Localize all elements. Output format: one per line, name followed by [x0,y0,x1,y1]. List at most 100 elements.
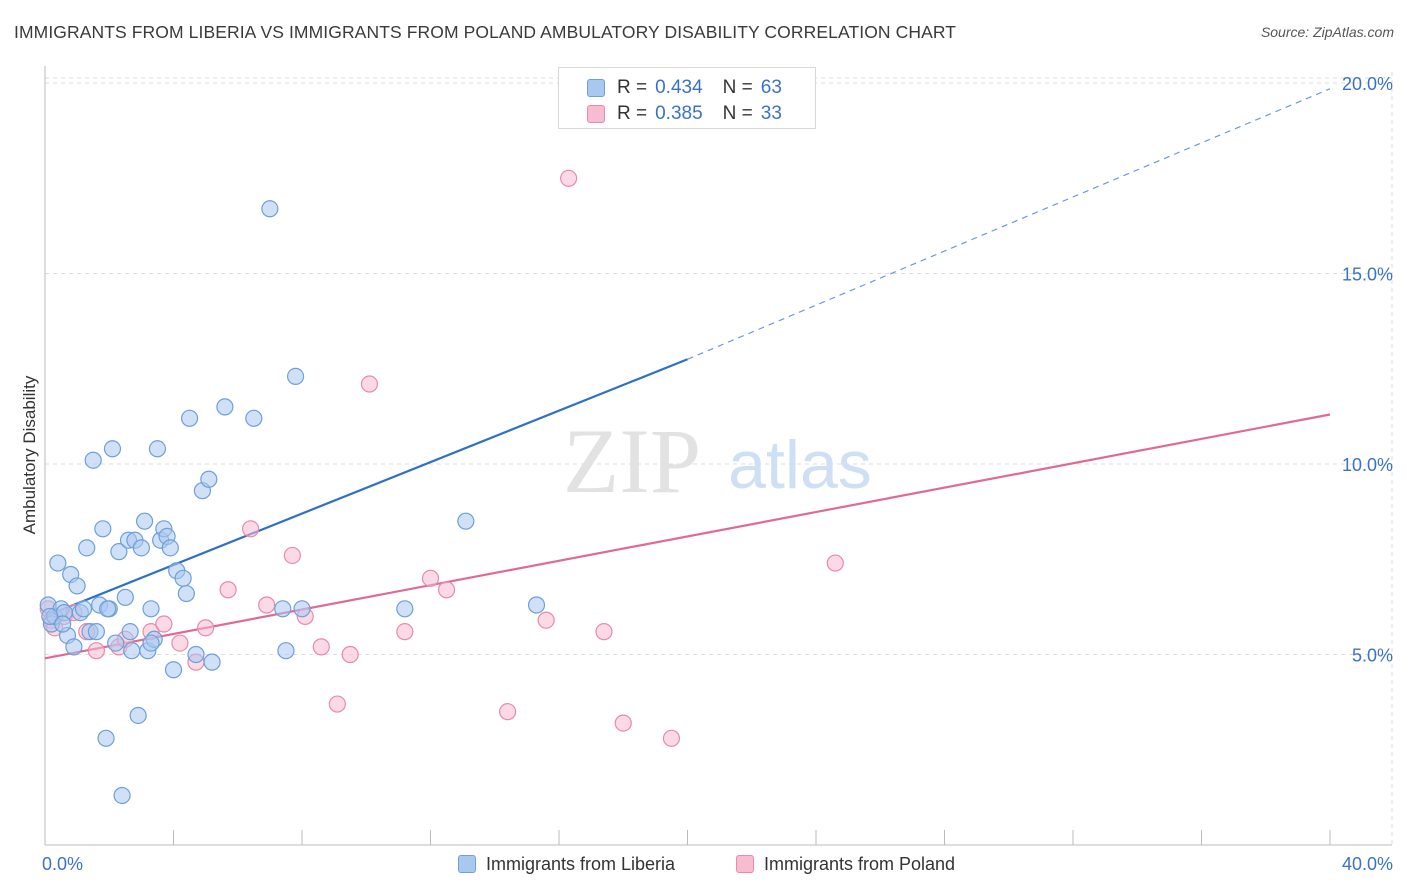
liberia-point [174,569,192,587]
poland-point [595,623,613,641]
source-label: Source: ZipAtlas.com [1260,24,1394,40]
liberia-point [103,440,122,458]
liberia-point [74,600,93,618]
liberia-point [68,577,86,595]
watermark: ZIP atlas [563,410,872,512]
liberia-point [216,398,234,416]
liberia-point [84,451,102,469]
x-tick-label: 40.0% [1342,854,1393,874]
liberia-point [142,600,160,618]
grid-lines [45,72,1393,845]
poland-point [312,638,330,656]
poland-point [219,581,237,599]
liberia-swatch [587,79,605,97]
poland-trend-line [44,413,1331,660]
liberia-point [203,653,221,671]
liberia-point [527,596,546,614]
poland-point [396,623,414,641]
liberia-point [161,539,179,557]
y-tick-label: 20.0% [1342,74,1393,94]
liberia-legend-swatch [458,855,476,873]
poland-point [155,615,173,633]
poland-point [328,695,346,713]
poland-point [258,596,276,614]
liberia-point [113,786,131,805]
r-value: 0.434 [655,77,703,98]
liberia-point [107,634,125,652]
legend-item-poland: Immigrants from Poland [736,851,955,877]
liberia-point [65,638,83,656]
y-tick-label: 10.0% [1342,455,1393,475]
poland-point [197,619,215,637]
liberia-point [123,642,141,660]
poland-point [87,642,106,660]
legend-label-liberia: Immigrants from Liberia [486,853,676,874]
y-axis-title: Ambulatory Disability [20,375,39,534]
liberia-point [187,645,205,664]
poland-point [171,634,189,652]
liberia-point [274,600,292,618]
poland-swatch [587,105,605,123]
liberia-point [121,623,139,641]
liberia-point [277,642,295,660]
x-tick-label: 0.0% [42,854,83,874]
chart-title: IMMIGRANTS FROM LIBERIA VS IMMIGRANTS FR… [14,22,957,42]
liberia-point [110,543,128,561]
liberia-point [94,520,112,538]
poland-point [826,554,844,572]
axes [44,66,1392,846]
liberia-point [148,440,167,458]
poland-point [499,703,517,721]
n-value: 63 [760,77,782,98]
poland-point [360,375,379,393]
liberia-point [286,367,305,385]
liberia-points [39,200,546,805]
liberia-trend-line [44,358,688,618]
liberia-point [41,607,59,626]
r-value: 0.385 [655,103,703,124]
liberia-point [457,512,475,530]
liberia-point [135,512,154,530]
tick-labels: 5.0% 10.0% 15.0% 20.0% 0.0% 40.0% [42,74,1393,874]
liberia-point [245,409,263,427]
liberia-trend-extrapolation [687,88,1331,360]
n-value: 33 [760,103,782,124]
liberia-point [261,200,279,218]
legend-item-liberia: Immigrants from Liberia [458,851,675,877]
trend-lines [44,88,1331,660]
liberia-point [180,409,199,427]
poland-point [662,729,681,747]
liberia-point [129,706,147,725]
liberia-point [164,661,183,679]
liberia-point [177,584,195,603]
liberia-point [78,539,96,557]
liberia-point [293,600,311,618]
n-label: N = [722,77,753,98]
liberia-point [132,539,150,557]
poland-point [614,714,632,732]
y-tick-label: 15.0% [1342,265,1393,285]
poland-point [437,581,456,599]
watermark-atlas: atlas [728,427,872,503]
watermark-zip: ZIP [563,410,701,512]
liberia-point [49,554,67,572]
stats-row-poland: R = 0.385 N = 33 [587,102,782,126]
liberia-point [396,600,414,618]
liberia-point [87,623,106,641]
stats-row-liberia: R = 0.434 N = 63 [587,76,782,100]
poland-point [560,169,578,187]
liberia-point [142,634,160,652]
liberia-point [99,600,117,618]
poland-point [283,546,301,565]
liberia-point [97,729,115,747]
liberia-point [54,615,72,633]
liberia-point [116,588,134,606]
poland-legend-swatch [736,855,754,873]
legend-label-poland: Immigrants from Poland [764,853,956,874]
poland-point [341,645,359,664]
r-label: R = [617,77,648,98]
liberia-point [200,470,218,488]
r-label: R = [617,103,648,124]
poland-point [242,520,260,538]
